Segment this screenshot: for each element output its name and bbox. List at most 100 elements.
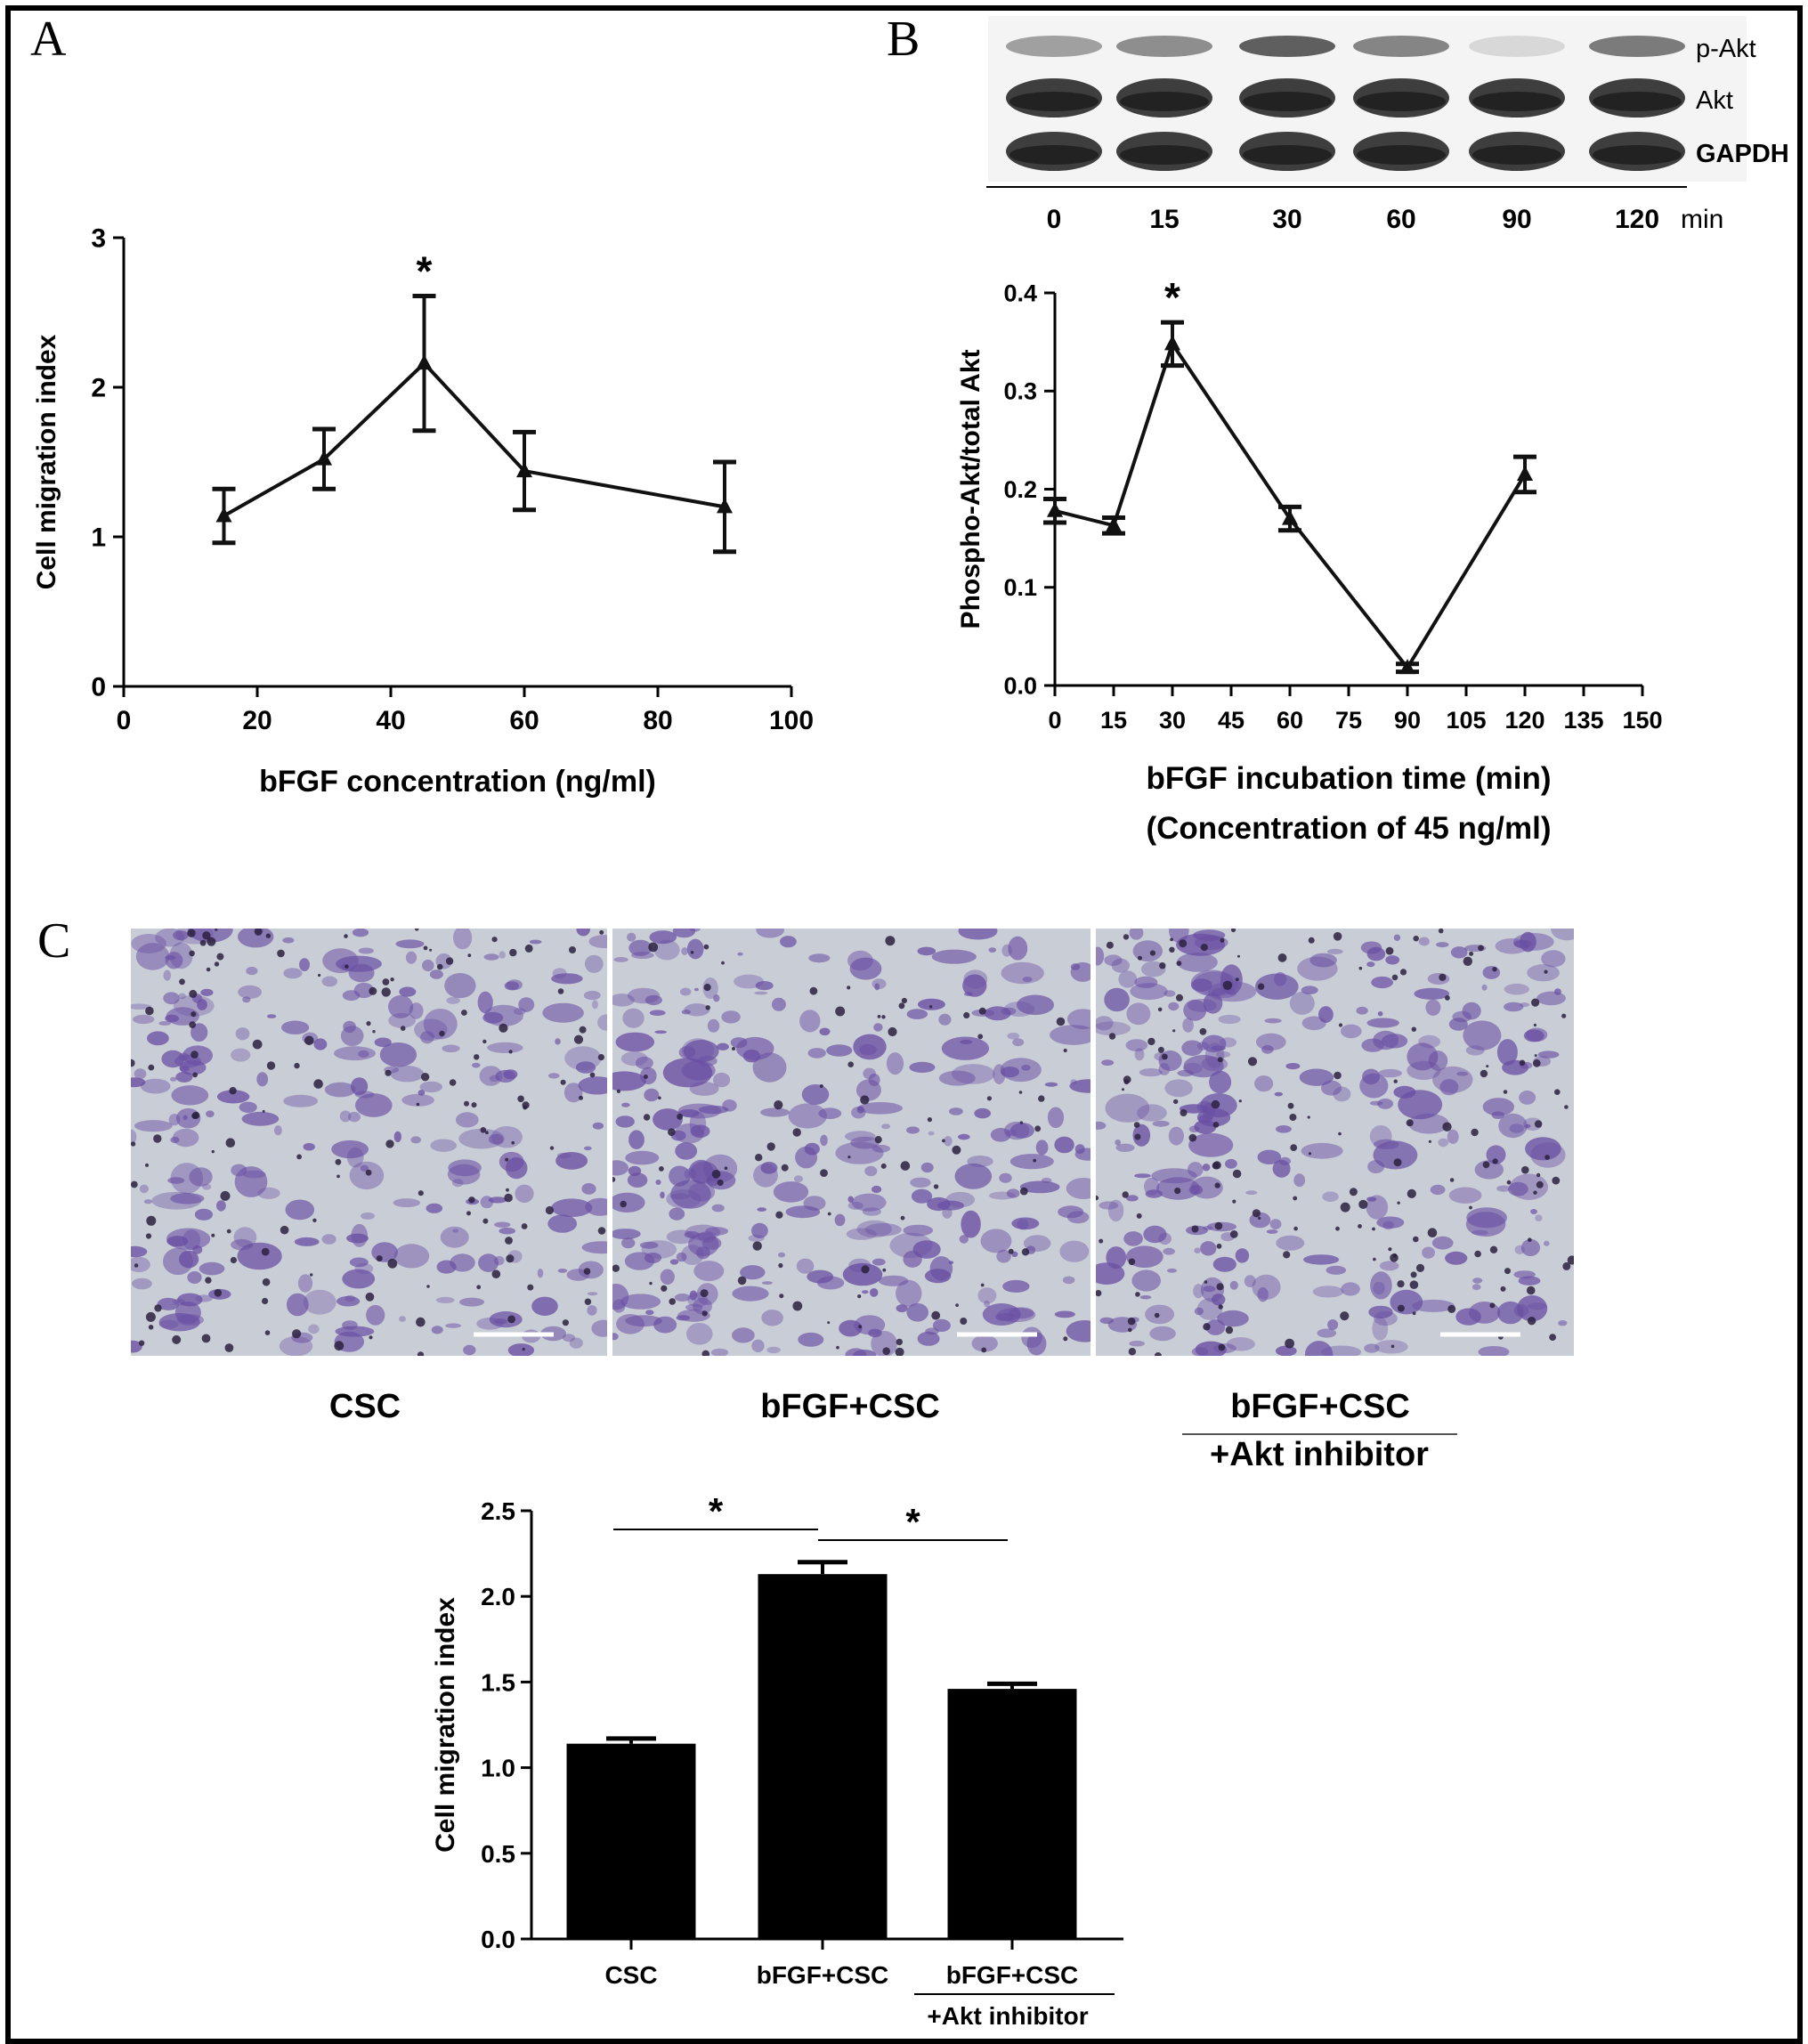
- pore-dot: [387, 1258, 398, 1269]
- pore-dot: [792, 1128, 801, 1137]
- stained-cell: [1385, 955, 1400, 965]
- stained-cell: [621, 1102, 630, 1107]
- pore-dot: [1247, 1057, 1258, 1067]
- stained-cell: [1096, 1021, 1131, 1036]
- stained-cell: [1474, 1160, 1504, 1180]
- pore-dot: [216, 953, 224, 961]
- pore-dot: [266, 1061, 276, 1070]
- pore-dot: [827, 1212, 831, 1216]
- blot-band-core: [1472, 145, 1561, 165]
- stained-cell: [681, 947, 688, 955]
- pore-dot: [1532, 1058, 1541, 1067]
- stained-cell: [1513, 939, 1532, 948]
- stained-cell: [721, 1010, 741, 1024]
- stained-cell: [627, 932, 636, 942]
- stained-cell: [297, 1274, 313, 1293]
- blot-lane-label: 60: [1386, 205, 1415, 234]
- pore-dot: [677, 1113, 683, 1120]
- pore-dot: [1562, 1261, 1571, 1270]
- stained-cell: [499, 1227, 515, 1235]
- pore-dot: [172, 1334, 182, 1344]
- stained-cell: [1145, 1304, 1175, 1325]
- stained-cell: [872, 1185, 882, 1194]
- pore-dot: [1199, 1027, 1207, 1035]
- stained-cell: [1169, 929, 1189, 943]
- pore-dot: [192, 1072, 198, 1078]
- stained-cell: [455, 1112, 479, 1128]
- stained-cell: [1326, 948, 1343, 954]
- pore-dot: [661, 1285, 668, 1292]
- stained-cell: [644, 1088, 660, 1102]
- pore-dot: [669, 1298, 676, 1305]
- stained-cell: [666, 1189, 701, 1209]
- pore-dot: [1008, 1248, 1014, 1254]
- stained-cell: [131, 1245, 148, 1258]
- stained-cell: [977, 1287, 997, 1304]
- stained-cell: [871, 1330, 897, 1356]
- stained-cell: [547, 1214, 578, 1233]
- stained-cell: [1104, 954, 1123, 966]
- stained-cell: [134, 1120, 173, 1132]
- pore-dot: [1214, 1221, 1223, 1230]
- pore-dot: [511, 1140, 515, 1145]
- stained-cell: [620, 1051, 648, 1067]
- stained-cell: [1448, 1187, 1482, 1204]
- stained-cell: [653, 1108, 683, 1131]
- stained-cell: [1418, 1034, 1440, 1049]
- pore-dot: [381, 987, 391, 997]
- x-axis-label: bFGF incubation time (min): [1147, 761, 1552, 796]
- micrograph-bfgf-csc-image: [612, 929, 1090, 1356]
- stained-cell: [1496, 1185, 1512, 1192]
- stained-cell: [780, 936, 797, 948]
- pore-dot: [1138, 955, 1142, 961]
- stained-cell: [612, 994, 635, 1007]
- stained-cell: [1107, 1199, 1124, 1222]
- pore-dot: [214, 1289, 223, 1297]
- pore-dot: [1567, 1255, 1574, 1265]
- pore-dot: [616, 1089, 620, 1093]
- pore-dot: [721, 961, 725, 965]
- pore-dot: [1397, 1201, 1400, 1204]
- stained-cell: [631, 952, 654, 959]
- stained-cell: [170, 1136, 180, 1144]
- bar: [947, 1689, 1077, 1939]
- stained-cell: [1412, 1299, 1455, 1312]
- stained-cell: [878, 1275, 909, 1286]
- stained-cell: [143, 1199, 152, 1204]
- stained-cell: [740, 1265, 766, 1280]
- x-tick-label: 105: [1446, 707, 1486, 734]
- stained-cell: [932, 1318, 951, 1332]
- stained-cell: [1293, 1173, 1306, 1188]
- stained-cell: [1132, 1123, 1151, 1147]
- pore-dot: [880, 1163, 887, 1169]
- pore-dot: [1338, 1132, 1342, 1136]
- stained-cell: [751, 1222, 768, 1238]
- pore-dot: [1564, 1105, 1569, 1109]
- stained-cell: [1123, 1231, 1143, 1246]
- pore-dot: [847, 1156, 851, 1159]
- stained-cell: [862, 1290, 869, 1294]
- stained-cell: [621, 1237, 636, 1249]
- pore-dot: [131, 1058, 135, 1067]
- stained-cell: [303, 1142, 315, 1151]
- stained-cell: [175, 1071, 193, 1083]
- stained-cell: [581, 1183, 596, 1195]
- pore-dot: [1162, 1053, 1168, 1060]
- stained-cell: [299, 958, 310, 971]
- stained-cell: [1360, 941, 1382, 954]
- pore-dot: [1482, 1161, 1490, 1169]
- stained-cell: [1463, 1020, 1502, 1050]
- pore-dot: [1335, 1226, 1340, 1231]
- y-tick-label: 2.5: [481, 1497, 515, 1525]
- pore-dot: [1136, 1213, 1142, 1219]
- y-tick-label: 0.2: [1003, 476, 1037, 503]
- pore-dot: [1410, 1271, 1417, 1278]
- micrograph-bfgf-csc-akt-inhibitor: [1096, 929, 1574, 1356]
- stained-cell: [982, 1303, 1021, 1326]
- stained-cell: [131, 1129, 137, 1144]
- stained-cell: [1074, 1148, 1090, 1161]
- stained-cell: [1478, 1346, 1510, 1356]
- stained-cell: [479, 1066, 503, 1086]
- pore-dot: [146, 1215, 157, 1226]
- pore-dot: [506, 1254, 515, 1263]
